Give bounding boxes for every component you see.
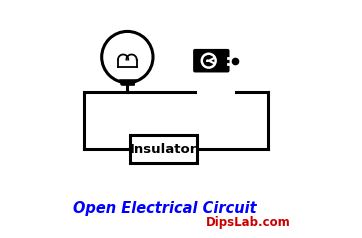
Text: Insulator: Insulator: [130, 143, 197, 156]
FancyBboxPatch shape: [130, 135, 197, 163]
FancyBboxPatch shape: [193, 49, 230, 72]
Text: Open Electrical Circuit: Open Electrical Circuit: [73, 201, 257, 216]
Text: DipsLab.com: DipsLab.com: [206, 216, 291, 229]
